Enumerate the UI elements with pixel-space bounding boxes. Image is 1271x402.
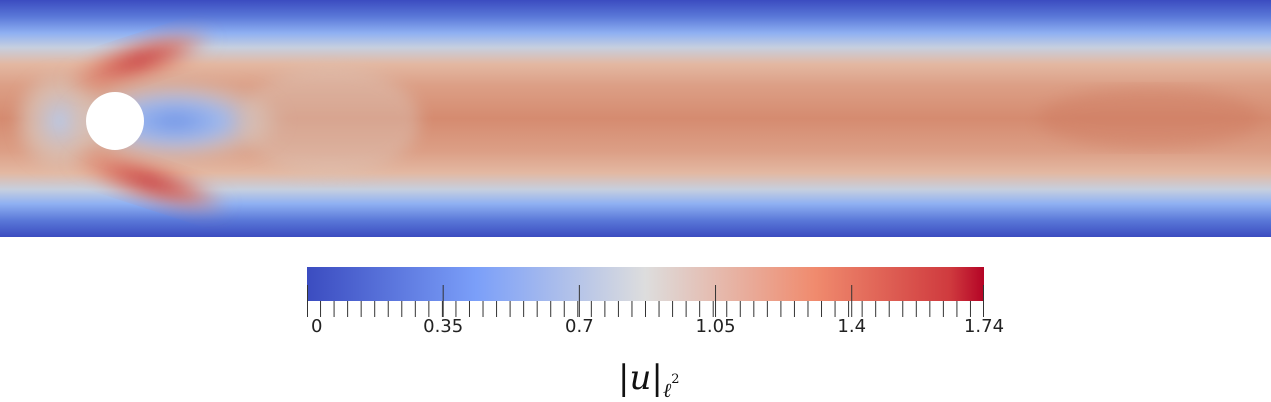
- tick-label: 0.35: [423, 316, 464, 337]
- norm-subscript: ℓ: [662, 378, 672, 402]
- colorbar: [307, 267, 984, 317]
- tick-label: 1.4: [837, 316, 867, 337]
- velocity-field: [0, 0, 1271, 237]
- tick-label: 1.05: [695, 316, 736, 337]
- tick-label: 0: [311, 316, 323, 337]
- tick-label: 1.74: [963, 316, 1005, 337]
- norm-bar-left: |: [618, 358, 630, 398]
- norm-superscript: 2: [671, 372, 680, 387]
- norm-bar-right: |: [651, 358, 663, 398]
- tick-label: 0.7: [565, 316, 594, 337]
- colorbar-gradient: [307, 267, 984, 301]
- colorbar-major-ticks: [307, 285, 984, 317]
- cylinder-obstacle: [86, 92, 144, 150]
- colorbar-title: |u|ℓ2: [618, 358, 680, 402]
- colorbar-minor-ticks: [307, 301, 984, 317]
- velocity-variable: u: [629, 358, 652, 398]
